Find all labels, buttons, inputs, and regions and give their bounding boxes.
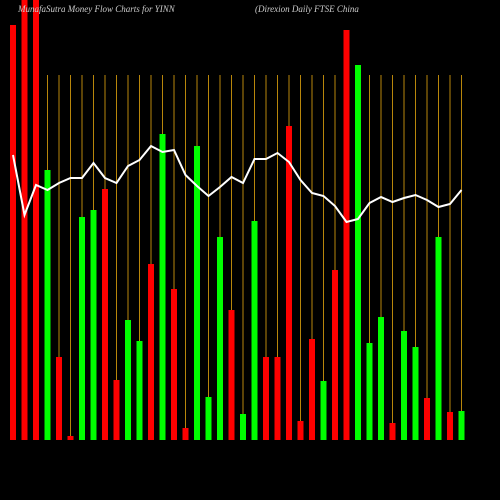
bar bbox=[125, 320, 131, 440]
bar bbox=[67, 436, 74, 440]
bar bbox=[194, 146, 200, 440]
bar bbox=[401, 331, 407, 440]
bar bbox=[343, 30, 350, 440]
bar bbox=[332, 270, 338, 440]
bar bbox=[435, 237, 442, 440]
chart-title: MunafaSutra Money Flow Charts for YINN bbox=[17, 4, 176, 14]
chart-subtitle: (Direxion Daily FTSE China bbox=[255, 4, 359, 14]
bar bbox=[33, 0, 39, 440]
bar bbox=[309, 339, 315, 440]
bar bbox=[44, 170, 51, 440]
bar bbox=[297, 421, 304, 440]
bar bbox=[320, 381, 327, 440]
bar bbox=[355, 65, 361, 440]
bar bbox=[10, 25, 16, 440]
bar bbox=[412, 347, 419, 440]
bar bbox=[447, 412, 453, 440]
bar bbox=[251, 221, 258, 440]
bar bbox=[171, 289, 177, 440]
bar bbox=[90, 210, 97, 440]
bar bbox=[79, 217, 85, 440]
bar bbox=[182, 428, 189, 440]
bar bbox=[263, 357, 269, 440]
bar bbox=[228, 310, 235, 440]
money-flow-line bbox=[12, 144, 463, 224]
bar bbox=[286, 126, 292, 440]
bar bbox=[217, 237, 223, 440]
bar bbox=[424, 398, 430, 440]
bar bbox=[389, 423, 396, 440]
bar bbox=[56, 357, 62, 440]
bar bbox=[113, 380, 120, 440]
bar bbox=[366, 343, 373, 440]
bar bbox=[458, 411, 465, 440]
bar bbox=[21, 0, 28, 440]
bar bbox=[274, 357, 281, 440]
bar bbox=[378, 317, 384, 440]
bar bbox=[102, 189, 108, 440]
bar bbox=[136, 341, 143, 440]
bar bbox=[205, 397, 212, 440]
bar bbox=[159, 134, 166, 440]
bar bbox=[240, 414, 246, 440]
bar bbox=[148, 264, 154, 440]
